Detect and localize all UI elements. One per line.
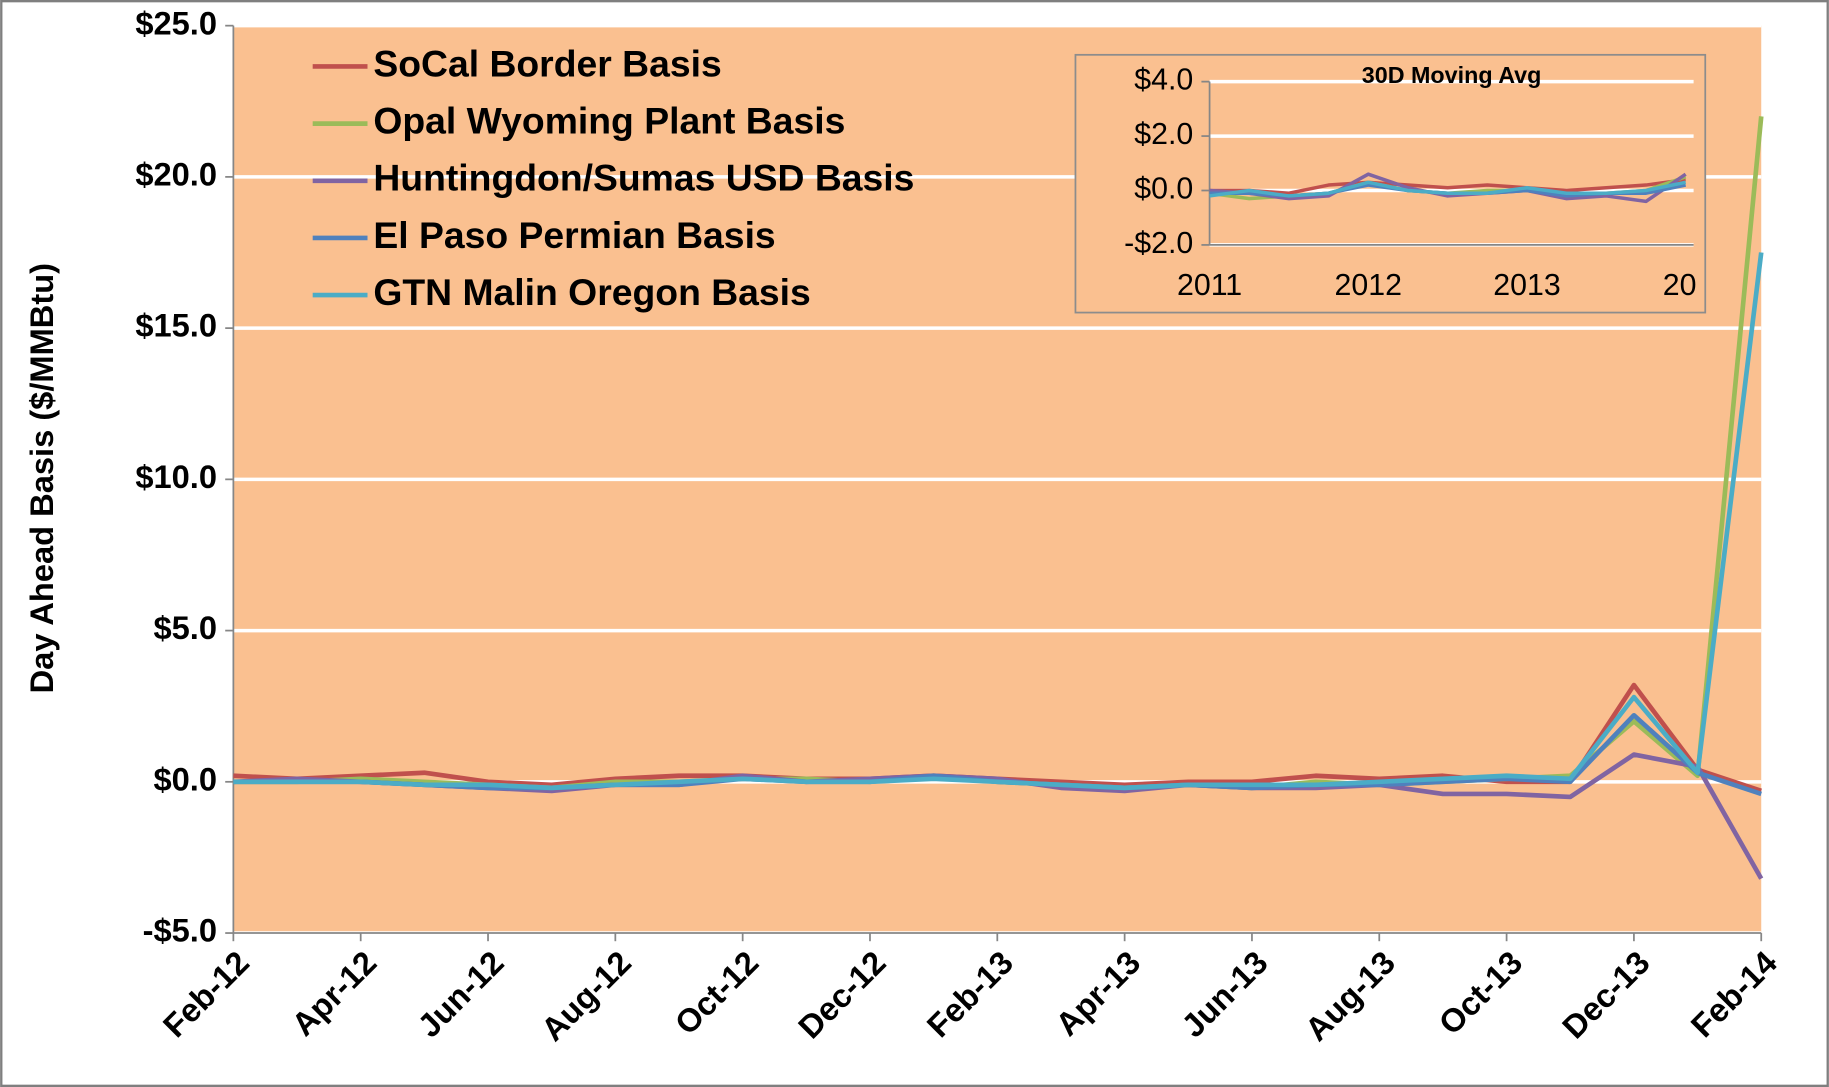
y-tick-label: -$2.0 — [1124, 227, 1193, 260]
x-tick-label: 2011 — [1177, 269, 1242, 302]
series-line — [233, 252, 1764, 791]
y-tick-label: -$5.0 — [143, 912, 217, 949]
y-tick-label: $10.0 — [135, 458, 217, 495]
series-line — [1209, 172, 1687, 204]
y-tick-label: $5.0 — [154, 609, 218, 646]
series-line — [1209, 177, 1686, 195]
legend-label: SoCal Border Basis — [373, 42, 721, 84]
x-tick-label: 20 — [1663, 269, 1697, 302]
legend-label: Huntingdon/Sumas USD Basis — [373, 157, 914, 199]
series-line — [1209, 180, 1687, 198]
legend-label: El Paso Permian Basis — [373, 214, 775, 256]
y-tick-label: $0.0 — [154, 760, 218, 797]
y-tick-label: $20.0 — [135, 156, 217, 193]
x-tick-label: 2012 — [1335, 269, 1402, 302]
y-tick-label: $2.0 — [1134, 118, 1193, 151]
y-tick-label: $4.0 — [1134, 64, 1193, 97]
legend-label: GTN Malin Oregon Basis — [373, 271, 810, 313]
y-tick-label: $15.0 — [135, 307, 217, 344]
y-tick-label: $25.0 — [135, 4, 217, 41]
y-axis-title: Day Ahead Basis ($/MMBtu) — [23, 263, 60, 693]
legend-label: Opal Wyoming Plant Basis — [373, 99, 845, 141]
y-tick-label: $0.0 — [1134, 173, 1193, 206]
inset-title: 30D Moving Avg — [1362, 62, 1542, 88]
x-tick-label: 2013 — [1493, 269, 1560, 302]
